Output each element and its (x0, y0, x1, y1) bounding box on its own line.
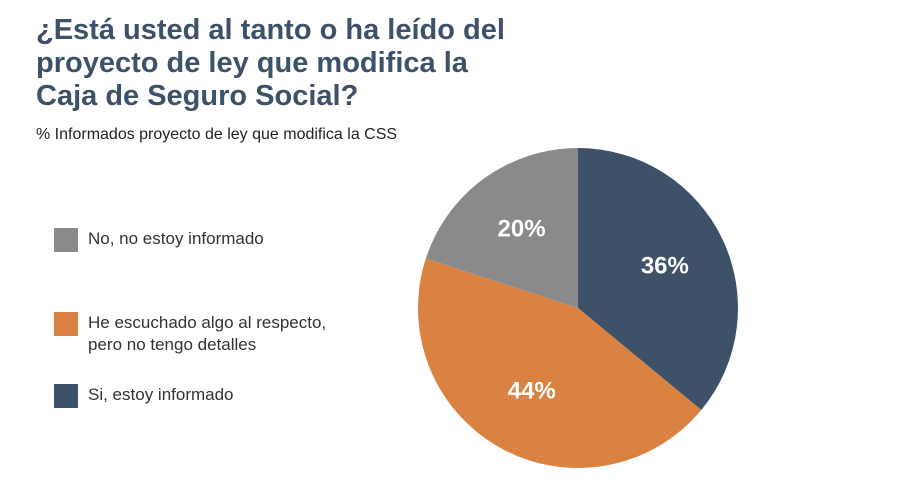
legend-item-si-informado: Si, estoy informado (54, 384, 234, 408)
slice-value-label: 44% (508, 377, 556, 404)
chart-subtitle: % Informados proyecto de ley que modific… (36, 126, 398, 143)
legend-label: He escuchado algo al respecto, pero no t… (88, 313, 327, 354)
slice-escuchado-algo (418, 258, 702, 468)
legend-swatch (54, 384, 78, 408)
legend-swatch (54, 228, 78, 252)
legend-swatch (54, 312, 78, 336)
slice-value-label: 20% (498, 216, 546, 243)
legend-label: No, no estoy informado (88, 229, 264, 248)
chart-title: ¿Está usted al tanto o ha leído del proy… (36, 14, 505, 112)
slice-no-informado (425, 148, 578, 308)
pie-chart: 36% 44% 20% (418, 148, 738, 468)
slice-value-label: 36% (641, 252, 689, 279)
legend-label: Si, estoy informado (88, 385, 234, 404)
legend-item-escuchado-algo: He escuchado algo al respecto, pero no t… (54, 312, 326, 356)
legend-item-no-informado: No, no estoy informado (54, 228, 264, 252)
slice-si-informado (578, 148, 738, 410)
